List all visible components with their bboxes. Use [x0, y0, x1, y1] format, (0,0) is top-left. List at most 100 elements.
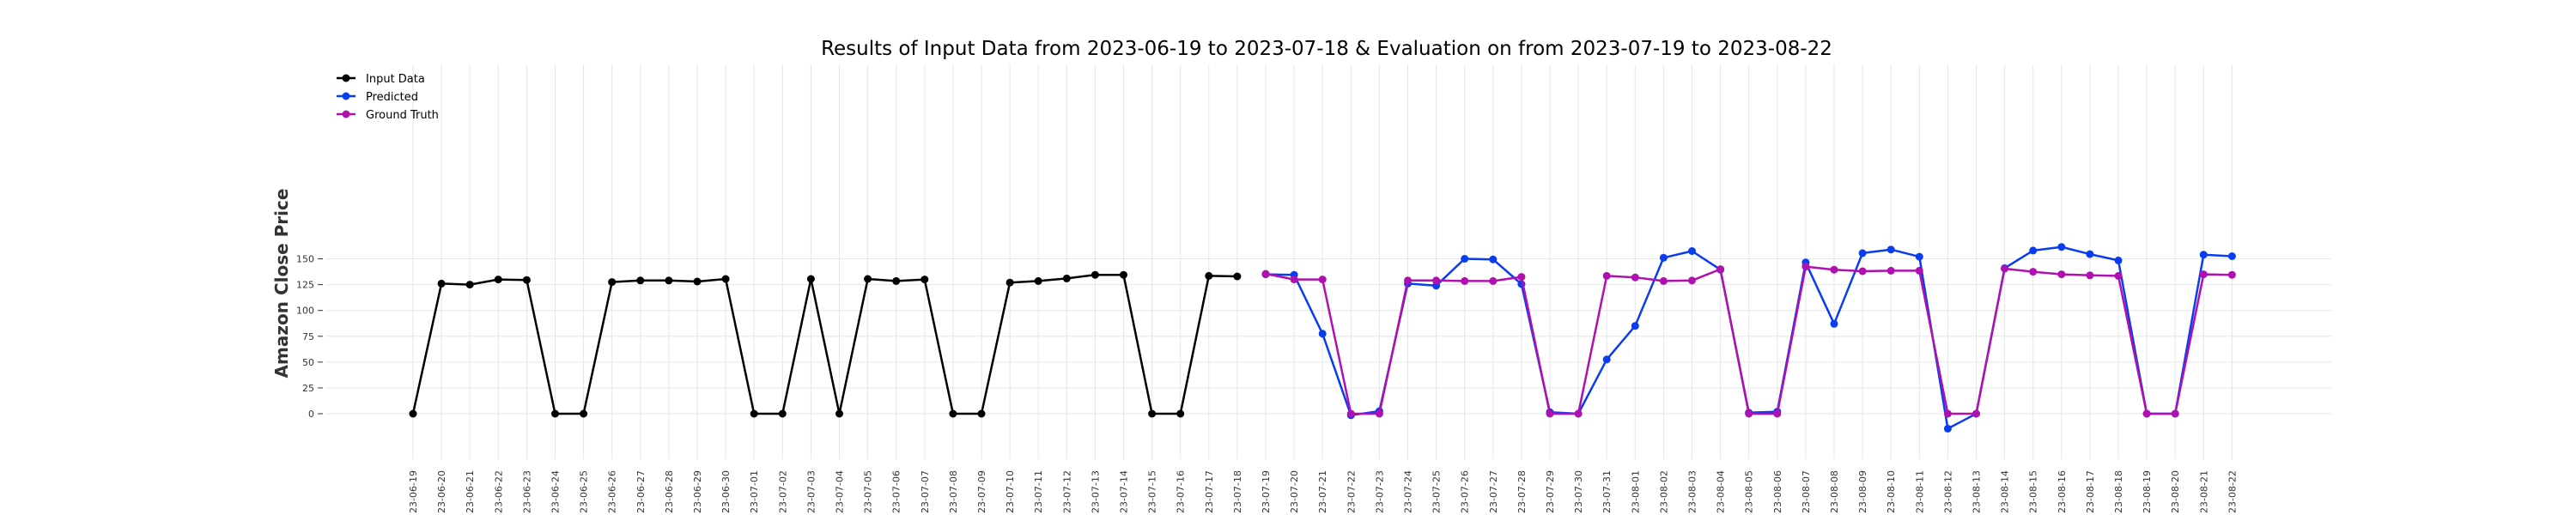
data-point-ground-truth: [1375, 409, 1383, 418]
data-point-predicted: [1489, 255, 1498, 264]
x-tick-label: 23-07-14: [1119, 470, 1130, 513]
x-tick-label: 23-07-07: [920, 470, 931, 513]
x-tick-label: 23-08-06: [1772, 470, 1783, 513]
x-tick-label: 23-06-25: [579, 470, 590, 513]
x-tick-label: 23-07-01: [749, 470, 760, 513]
data-point-input-data: [1005, 278, 1014, 287]
data-point-predicted: [1943, 424, 1952, 433]
data-point-input-data: [721, 275, 730, 283]
x-tick-label: 23-06-26: [607, 470, 618, 513]
data-point-ground-truth: [2029, 268, 2038, 276]
data-point-input-data: [778, 409, 787, 418]
x-tick-label: 23-07-20: [1289, 470, 1300, 513]
legend-marker-ground-truth: [342, 110, 350, 118]
x-tick-label: 23-08-01: [1630, 470, 1641, 513]
y-tick-label: 125: [296, 280, 314, 291]
data-point-input-data: [1091, 270, 1099, 279]
data-point-predicted: [1631, 322, 1639, 330]
x-tick-label: 23-07-18: [1232, 470, 1243, 513]
data-point-ground-truth: [1773, 409, 1782, 418]
x-tick-label: 23-08-14: [2000, 470, 2011, 513]
x-tick-label: 23-08-22: [2227, 470, 2238, 513]
x-tick-label: 23-08-03: [1687, 470, 1698, 513]
data-point-predicted: [1858, 249, 1867, 258]
x-tick-label: 23-06-23: [521, 470, 532, 513]
x-tick-label: 23-07-10: [1005, 470, 1016, 513]
data-point-predicted: [2114, 256, 2123, 264]
data-point-input-data: [892, 276, 901, 285]
data-point-predicted: [1602, 355, 1611, 364]
x-tick-label: 23-08-07: [1801, 470, 1812, 513]
x-tick-label: 23-08-15: [2028, 470, 2039, 513]
data-point-ground-truth: [2086, 271, 2094, 280]
data-point-input-data: [750, 409, 758, 418]
data-point-ground-truth: [1346, 409, 1355, 418]
data-point-ground-truth: [2171, 409, 2179, 418]
y-axis-ticks: 0 25 50 75 100 125 150: [296, 254, 323, 420]
data-point-input-data: [977, 409, 986, 418]
x-tick-label: 23-06-30: [720, 470, 732, 513]
x-tick-label: 23-07-31: [1601, 470, 1613, 513]
data-point-ground-truth: [1972, 409, 1980, 418]
x-tick-label: 23-07-19: [1261, 470, 1272, 513]
y-axis-label: Amazon Close Price: [271, 189, 292, 379]
data-point-input-data: [1176, 409, 1185, 418]
data-point-ground-truth: [1461, 276, 1469, 285]
x-tick-label: 23-07-03: [805, 470, 817, 513]
data-point-ground-truth: [1688, 276, 1696, 285]
data-point-predicted: [1318, 330, 1327, 338]
data-point-ground-truth: [2001, 264, 2009, 273]
data-point-ground-truth: [1830, 265, 1838, 274]
data-point-predicted: [1886, 245, 1895, 254]
data-point-ground-truth: [1659, 276, 1668, 285]
data-point-ground-truth: [2057, 270, 2066, 279]
data-point-ground-truth: [1546, 409, 1554, 418]
data-point-input-data: [608, 278, 617, 287]
x-tick-label: 23-07-02: [777, 470, 788, 513]
x-tick-label: 23-08-20: [2170, 470, 2181, 513]
data-point-ground-truth: [1915, 266, 1923, 275]
data-point-ground-truth: [1318, 276, 1327, 284]
x-tick-label: 23-08-04: [1716, 470, 1727, 513]
data-point-ground-truth: [1943, 409, 1952, 418]
legend: Input Data Predicted Ground Truth: [337, 73, 439, 122]
y-tick-label: 0: [308, 409, 314, 420]
data-point-ground-truth: [2199, 270, 2208, 279]
data-point-input-data: [949, 409, 957, 418]
data-point-predicted: [2057, 243, 2066, 251]
x-tick-label: 23-07-15: [1147, 470, 1158, 513]
data-point-input-data: [1062, 274, 1071, 282]
data-point-ground-truth: [1489, 276, 1498, 285]
x-tick-label: 23-07-23: [1374, 470, 1385, 513]
data-point-input-data: [636, 276, 645, 285]
x-tick-label: 23-07-21: [1317, 470, 1328, 513]
x-tick-label: 23-06-22: [493, 470, 504, 513]
data-point-input-data: [665, 276, 673, 285]
data-point-predicted: [1461, 255, 1469, 263]
data-point-input-data: [920, 276, 929, 284]
data-point-input-data: [1148, 409, 1157, 418]
data-point-predicted: [2227, 252, 2236, 260]
y-tick-label: 100: [296, 306, 314, 317]
x-tick-label: 23-08-17: [2085, 470, 2096, 513]
x-tick-label: 23-07-09: [976, 470, 987, 513]
x-tick-label: 23-08-10: [1886, 470, 1897, 513]
data-point-input-data: [1205, 271, 1213, 280]
x-tick-label: 23-07-04: [835, 470, 846, 513]
data-point-ground-truth: [1631, 273, 1639, 282]
data-point-input-data: [693, 277, 702, 286]
x-tick-label: 23-08-02: [1658, 470, 1669, 513]
y-tick-label: 25: [302, 383, 314, 394]
legend-marker-input-data: [342, 74, 350, 82]
data-point-ground-truth: [1261, 270, 1270, 278]
x-tick-label: 23-08-18: [2113, 470, 2124, 513]
x-tick-label: 23-06-24: [550, 470, 562, 513]
data-point-ground-truth: [1432, 276, 1441, 285]
data-point-input-data: [1120, 270, 1127, 279]
data-point-ground-truth: [1517, 273, 1526, 282]
x-tick-label: 23-08-11: [1914, 470, 1925, 513]
x-tick-label: 23-06-28: [664, 470, 675, 513]
data-point-predicted: [1688, 247, 1696, 255]
y-tick-label: 75: [302, 331, 314, 342]
x-tick-label: 23-07-27: [1488, 470, 1499, 513]
